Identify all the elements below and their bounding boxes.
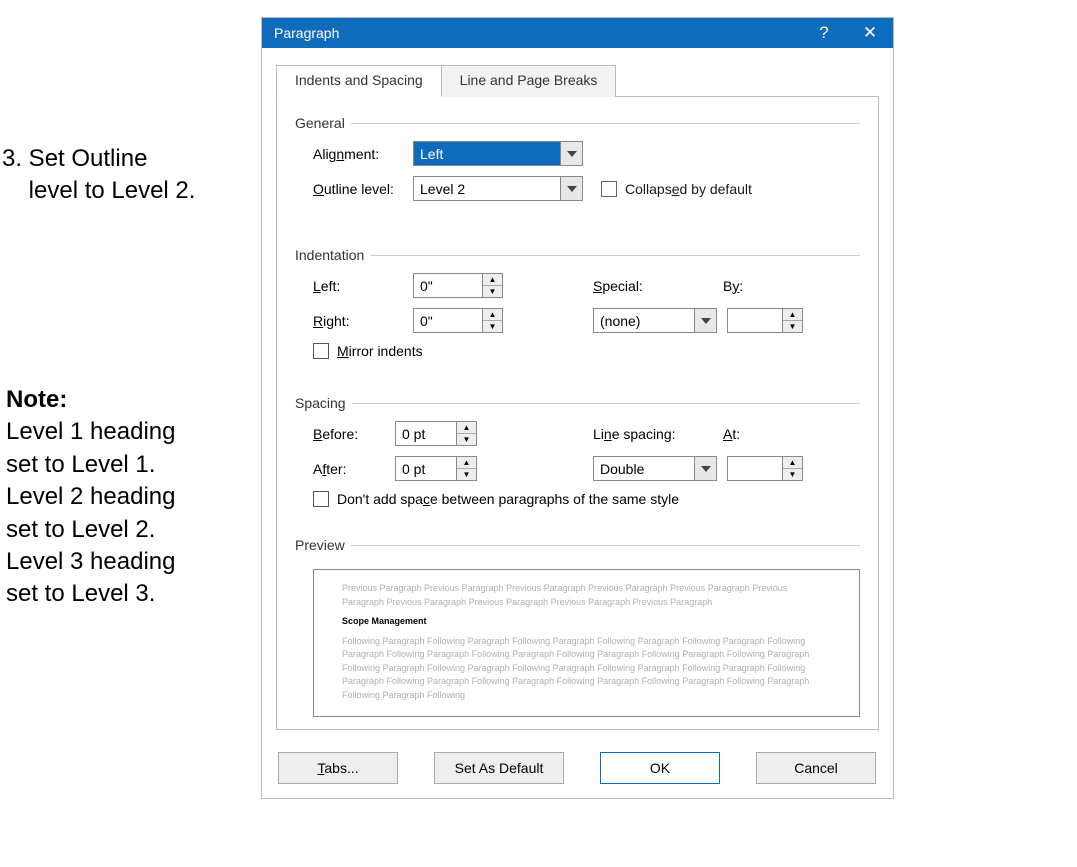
outline-level-select[interactable]: Level 2 [413, 176, 583, 201]
tab-line-page-breaks[interactable]: Line and Page Breaks [442, 65, 617, 97]
indent-left-label: Left: [313, 278, 413, 294]
annotation-note-l3: Level 2 heading [6, 481, 175, 513]
chevron-down-icon [694, 457, 716, 480]
preview-previous-text: Previous Paragraph Previous Paragraph Pr… [342, 582, 831, 609]
annotation-step: 3. Set Outline level to Level 2. [2, 143, 195, 208]
spacing-legend: Spacing [295, 395, 346, 411]
cancel-label: Cancel [794, 760, 838, 776]
by-spinner[interactable]: ▲▼ [727, 308, 803, 333]
indent-right-label: Right: [313, 313, 413, 329]
mirror-indents-checkbox[interactable] [313, 343, 329, 359]
ok-button[interactable]: OK [600, 752, 720, 784]
at-label: At: [723, 426, 783, 442]
after-spinner[interactable]: 0 pt ▲▼ [395, 456, 477, 481]
annotation-step-line1: 3. Set Outline [2, 143, 195, 175]
alignment-label: Alignment: [313, 146, 413, 162]
indent-left-value: 0" [414, 278, 482, 294]
line-spacing-select[interactable]: Double [593, 456, 717, 481]
after-value: 0 pt [396, 461, 456, 477]
set-as-default-label: Set As Default [455, 760, 544, 776]
chevron-down-icon [560, 142, 582, 165]
spinner-arrows-icon: ▲▼ [782, 457, 802, 480]
spinner-arrows-icon: ▲▼ [782, 309, 802, 332]
paragraph-dialog: Paragraph ? ✕ Indents and Spacing Line a… [261, 17, 894, 799]
spinner-arrows-icon: ▲▼ [456, 422, 476, 445]
special-value: (none) [594, 309, 694, 332]
tab-indents-label: Indents and Spacing [295, 72, 423, 88]
at-spinner[interactable]: ▲▼ [727, 456, 803, 481]
spinner-arrows-icon: ▲▼ [482, 274, 502, 297]
tab-strip: Indents and Spacing Line and Page Breaks [276, 64, 879, 96]
close-button[interactable]: ✕ [847, 18, 893, 48]
preview-box: Previous Paragraph Previous Paragraph Pr… [313, 569, 860, 717]
preview-legend: Preview [295, 537, 345, 553]
collapsed-label: Collapsed by default [625, 181, 752, 197]
cancel-button[interactable]: Cancel [756, 752, 876, 784]
line-spacing-label: Line spacing: [593, 426, 723, 442]
tabs-button-label: Tabs... [317, 760, 358, 776]
close-icon: ✕ [863, 23, 877, 43]
annotation-note-l4: set to Level 2. [6, 514, 175, 546]
mirror-indents-label: Mirror indents [337, 343, 423, 359]
help-button[interactable]: ? [801, 18, 847, 48]
before-spinner[interactable]: 0 pt ▲▼ [395, 421, 477, 446]
tab-panel: General Alignment: Left Outline level: L… [276, 96, 879, 730]
outline-level-label: Outline level: [313, 181, 413, 197]
tab-indents-spacing[interactable]: Indents and Spacing [276, 65, 442, 97]
annotation-step-line2: level to Level 2. [2, 175, 195, 207]
before-label: Before: [313, 426, 395, 442]
line-spacing-value: Double [594, 457, 694, 480]
set-as-default-button[interactable]: Set As Default [434, 752, 564, 784]
annotation-note-l6: set to Level 3. [6, 578, 175, 610]
dont-add-space-checkbox[interactable] [313, 491, 329, 507]
help-icon: ? [819, 23, 828, 43]
preview-sample-text: Scope Management [342, 615, 831, 629]
annotation-note: Note: Level 1 heading set to Level 1. Le… [6, 384, 175, 611]
annotation-note-l5: Level 3 heading [6, 546, 175, 578]
indent-left-spinner[interactable]: 0" ▲▼ [413, 273, 503, 298]
dialog-button-row: Tabs... Set As Default OK Cancel [262, 738, 893, 798]
tab-linepage-label: Line and Page Breaks [460, 72, 598, 88]
outline-level-value: Level 2 [414, 177, 560, 200]
titlebar[interactable]: Paragraph ? ✕ [262, 18, 893, 48]
special-select[interactable]: (none) [593, 308, 717, 333]
after-label: After: [313, 461, 395, 477]
before-value: 0 pt [396, 426, 456, 442]
annotation-note-l1: Level 1 heading [6, 416, 175, 448]
chevron-down-icon [560, 177, 582, 200]
by-label: By: [723, 278, 783, 294]
tabs-button[interactable]: Tabs... [278, 752, 398, 784]
indentation-legend: Indentation [295, 247, 364, 263]
dont-add-space-label: Don't add space between paragraphs of th… [337, 491, 679, 507]
collapsed-checkbox[interactable] [601, 181, 617, 197]
spinner-arrows-icon: ▲▼ [482, 309, 502, 332]
annotation-note-title: Note: [6, 384, 175, 416]
special-label: Special: [593, 278, 723, 294]
general-legend: General [295, 115, 345, 131]
alignment-select[interactable]: Left [413, 141, 583, 166]
dialog-title: Paragraph [274, 25, 339, 41]
indent-right-value: 0" [414, 313, 482, 329]
chevron-down-icon [694, 309, 716, 332]
ok-label: OK [650, 760, 670, 776]
alignment-value: Left [414, 142, 560, 165]
annotation-note-l2: set to Level 1. [6, 449, 175, 481]
indent-right-spinner[interactable]: 0" ▲▼ [413, 308, 503, 333]
spinner-arrows-icon: ▲▼ [456, 457, 476, 480]
preview-following-text: Following Paragraph Following Paragraph … [342, 635, 831, 703]
